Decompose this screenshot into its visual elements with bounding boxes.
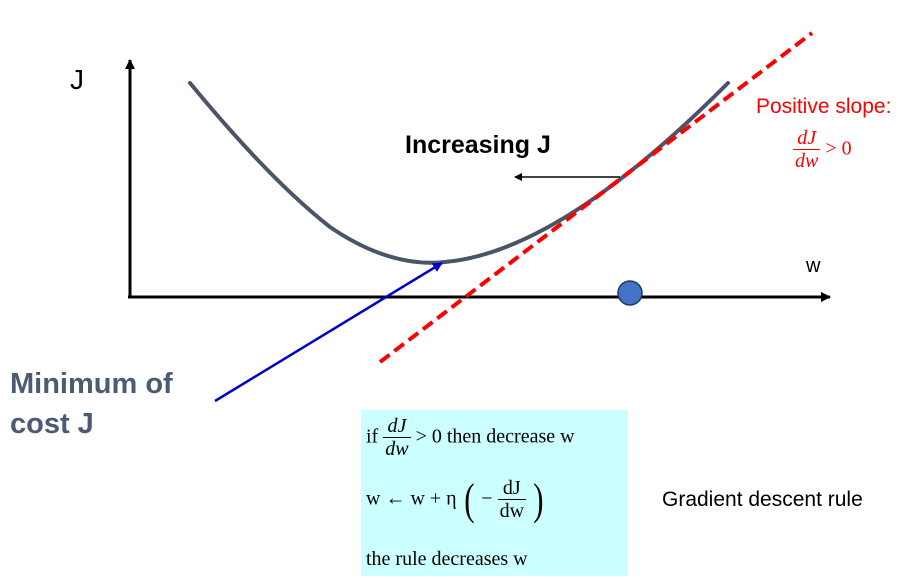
rule-update-minus: − — [481, 487, 493, 510]
slope-denominator: dw — [795, 150, 819, 172]
slope-inequality: dJ dw > 0 — [793, 128, 852, 172]
gradient-descent-rule-label: Gradient descent rule — [662, 488, 863, 511]
rule-update-fraction: dJ dw — [497, 478, 527, 522]
slope-relation: > 0 — [825, 137, 852, 160]
increasing-j-label: Increasing J — [405, 131, 551, 159]
current-w-point — [617, 280, 643, 306]
rule-line-conclusion: the rule decreases w — [366, 548, 528, 570]
rule-update-numerator: dJ — [497, 478, 527, 500]
minimum-label-line2: cost J — [10, 408, 94, 440]
cost-curve — [188, 81, 730, 265]
minimum-label-line1: Minimum of — [10, 368, 173, 400]
minimum-pointer-arrow — [214, 261, 443, 403]
right-paren: ) — [533, 475, 544, 524]
rule-update-denominator: dw — [499, 500, 525, 522]
rule-line-condition: if dJ dw > 0 then decrease w — [366, 416, 575, 461]
slope-fraction: dJ dw — [793, 128, 821, 172]
slope-numerator: dJ — [793, 128, 821, 150]
rule-condition-numerator: dJ — [383, 416, 411, 438]
positive-slope-label: Positive slope: — [756, 95, 892, 118]
rule-line-update: w ← w + η ( − dJ dw ) — [366, 475, 546, 524]
y-axis-label: J — [70, 64, 84, 95]
minimum-of-cost-label: Minimum of cost J — [10, 364, 173, 444]
rule-if: if — [366, 425, 379, 448]
tangent-line — [378, 31, 814, 364]
rule-condition-fraction: dJ dw — [383, 416, 411, 460]
rule-condition-denominator: dw — [385, 438, 409, 460]
left-paren: ( — [463, 475, 475, 524]
rule-box: if dJ dw > 0 then decrease w w ← w + η (… — [361, 410, 628, 576]
x-axis-label: w — [806, 255, 821, 277]
rule-condition-suffix: > 0 then decrease w — [415, 425, 575, 448]
rule-update-prefix: w ← w + η — [366, 487, 457, 510]
